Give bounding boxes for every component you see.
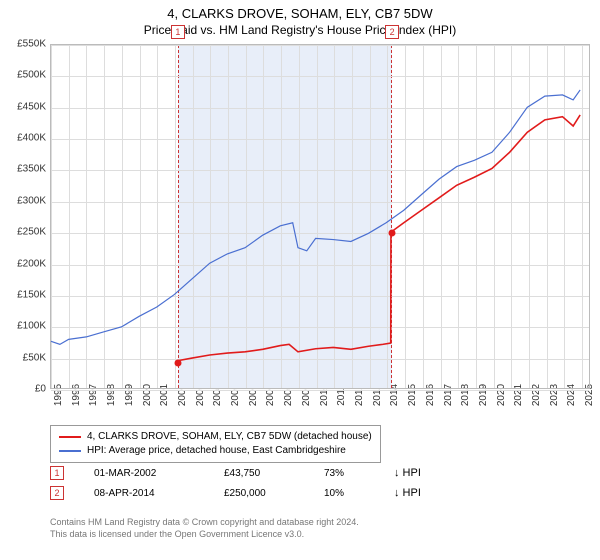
sale-row-marker: 2 bbox=[50, 486, 64, 500]
legend-row: HPI: Average price, detached house, East… bbox=[59, 444, 372, 458]
sale-dot-2 bbox=[389, 230, 396, 237]
legend-swatch bbox=[59, 450, 81, 452]
chart-container: 4, CLARKS DROVE, SOHAM, ELY, CB7 5DW Pri… bbox=[0, 0, 600, 560]
footer-line1: Contains HM Land Registry data © Crown c… bbox=[50, 516, 359, 528]
sale-date: 08-APR-2014 bbox=[94, 488, 194, 499]
y-tick-label: £500K bbox=[2, 70, 46, 81]
sale-compare: ↓ HPI bbox=[394, 487, 421, 499]
sale-dot-1 bbox=[174, 359, 181, 366]
legend-row: 4, CLARKS DROVE, SOHAM, ELY, CB7 5DW (de… bbox=[59, 430, 372, 444]
sale-compare: ↓ HPI bbox=[394, 467, 421, 479]
sale-pct: 10% bbox=[324, 488, 364, 499]
sale-marker-2: 2 bbox=[385, 25, 399, 39]
sale-pct: 73% bbox=[324, 468, 364, 479]
y-tick-label: £450K bbox=[2, 101, 46, 112]
chart-subtitle: Price paid vs. HM Land Registry's House … bbox=[0, 23, 600, 37]
footer-line2: This data is licensed under the Open Gov… bbox=[50, 528, 359, 540]
sale-row: 1 01-MAR-2002 £43,750 73% ↓ HPI bbox=[50, 466, 590, 480]
legend-label: 4, CLARKS DROVE, SOHAM, ELY, CB7 5DW (de… bbox=[87, 430, 372, 444]
footer: Contains HM Land Registry data © Crown c… bbox=[50, 516, 359, 540]
sale-row: 2 08-APR-2014 £250,000 10% ↓ HPI bbox=[50, 486, 590, 500]
sale-marker-1: 1 bbox=[171, 25, 185, 39]
y-tick-label: £150K bbox=[2, 289, 46, 300]
sale-price: £250,000 bbox=[224, 488, 294, 499]
titles: 4, CLARKS DROVE, SOHAM, ELY, CB7 5DW Pri… bbox=[0, 0, 600, 37]
sale-rows: 1 01-MAR-2002 £43,750 73% ↓ HPI 2 08-APR-2014 £… bbox=[50, 466, 590, 506]
y-tick-label: £250K bbox=[2, 227, 46, 238]
y-tick-label: £0 bbox=[2, 384, 46, 395]
legend: 4, CLARKS DROVE, SOHAM, ELY, CB7 5DW (de… bbox=[50, 425, 381, 463]
sale-row-marker: 1 bbox=[50, 466, 64, 480]
y-tick-label: £400K bbox=[2, 133, 46, 144]
y-tick-label: £50K bbox=[2, 352, 46, 363]
sale-date: 01-MAR-2002 bbox=[94, 468, 194, 479]
y-tick-label: £300K bbox=[2, 195, 46, 206]
series-line-0 bbox=[177, 115, 580, 361]
plot-area: 12 bbox=[50, 44, 590, 389]
y-tick-label: £200K bbox=[2, 258, 46, 269]
legend-label: HPI: Average price, detached house, East… bbox=[87, 444, 346, 458]
series-line-1 bbox=[51, 90, 580, 344]
y-tick-label: £100K bbox=[2, 321, 46, 332]
legend-swatch bbox=[59, 436, 81, 438]
y-tick-label: £350K bbox=[2, 164, 46, 175]
line-series bbox=[51, 45, 589, 388]
chart-title: 4, CLARKS DROVE, SOHAM, ELY, CB7 5DW bbox=[0, 6, 600, 21]
sale-price: £43,750 bbox=[224, 468, 294, 479]
y-tick-label: £550K bbox=[2, 39, 46, 50]
